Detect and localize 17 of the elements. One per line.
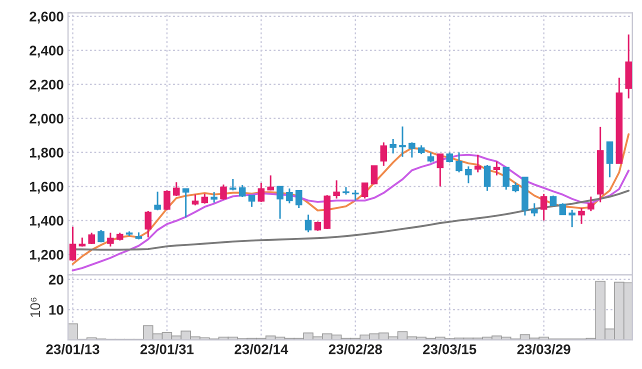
y-axis-title: 10⁶ <box>30 298 40 317</box>
y-tick-label: 20 <box>48 274 64 285</box>
y-tick-label: 2,600 <box>30 12 64 24</box>
y-tick-label: 1,400 <box>30 216 64 228</box>
y-tick-label: 10 <box>49 304 64 315</box>
y-tick-label: 1,200 <box>30 250 64 262</box>
x-tick-label: 23/01/31 <box>140 344 194 354</box>
y-tick-label: 2,200 <box>30 80 64 92</box>
x-tick-label: 23/03/15 <box>423 344 476 354</box>
x-tick-label: 23/03/29 <box>517 344 570 354</box>
y-tick-label: 1,600 <box>30 182 64 194</box>
x-tick-label: 23/01/13 <box>46 344 100 354</box>
x-tick-label: 23/02/14 <box>234 344 288 354</box>
x-tick-label: 23/02/28 <box>328 344 382 354</box>
y-tick-label: 1,800 <box>30 148 64 160</box>
y-tick-label: 2,000 <box>30 114 64 126</box>
y-tick-label: 2,400 <box>30 46 64 58</box>
